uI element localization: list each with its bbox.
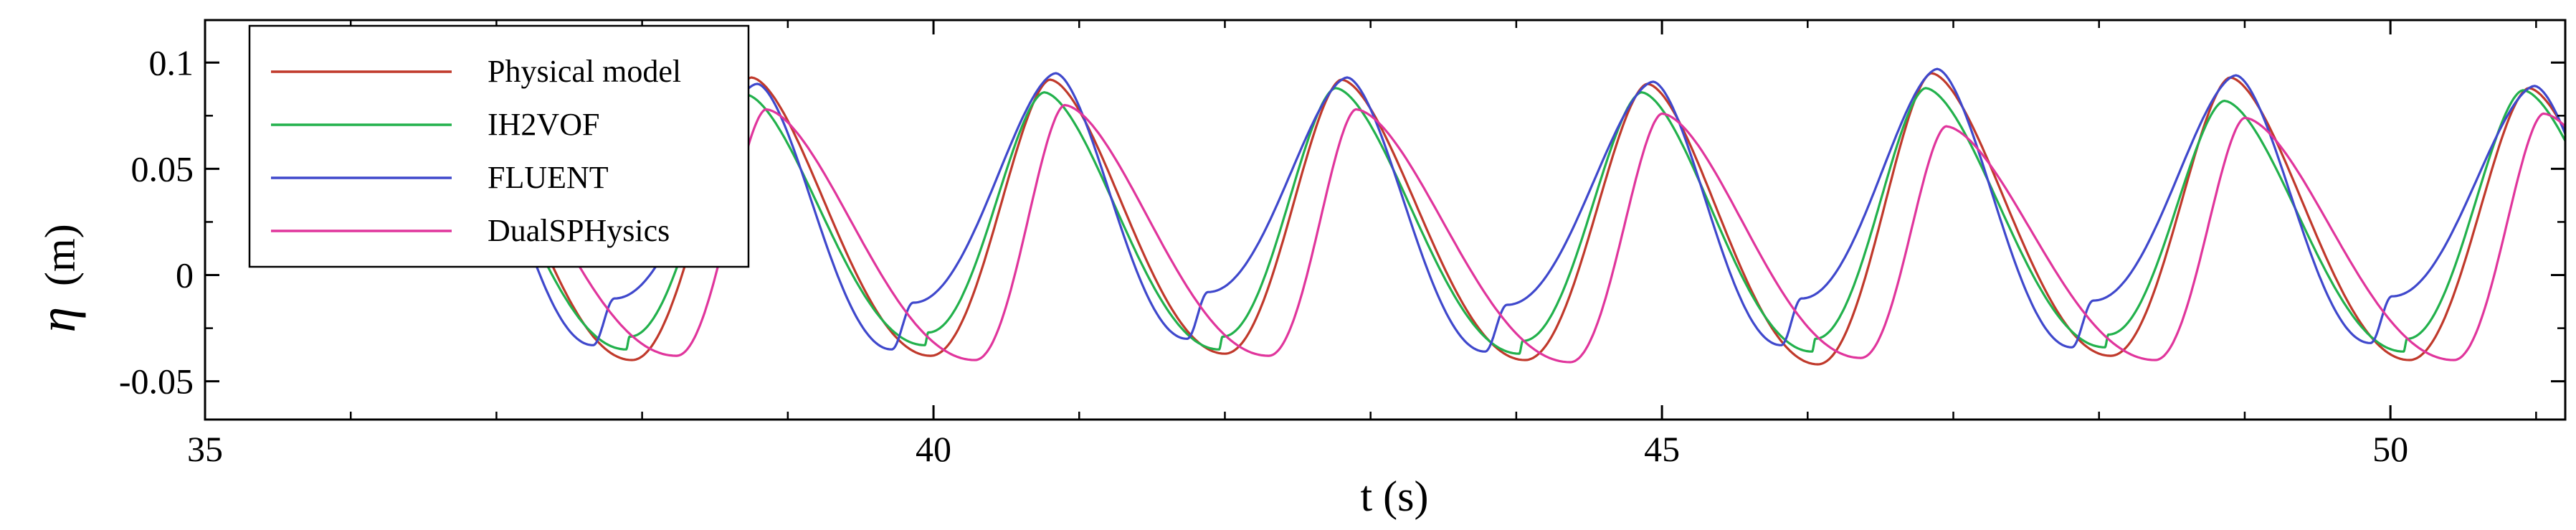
y-axis-label-unit: (m) xyxy=(37,224,84,286)
y-tick-label: 0.1 xyxy=(149,42,194,82)
x-tick-label: 40 xyxy=(916,429,951,469)
legend-entry: Physical model xyxy=(271,54,681,89)
legend: Physical model IH2VOF FLUENT DualSPHysics xyxy=(248,24,750,268)
legend-entry: DualSPHysics xyxy=(271,213,670,248)
ticks-layer xyxy=(204,20,2565,420)
plot-frame xyxy=(204,19,2567,421)
series-line-4 xyxy=(467,103,2565,364)
series-line-1 xyxy=(452,72,2565,366)
series-line-3 xyxy=(458,67,2565,353)
legend-label: Physical model xyxy=(488,54,681,89)
y-tick-label: 0 xyxy=(176,255,194,295)
x-tick-label: 35 xyxy=(187,429,223,469)
series-layer xyxy=(447,67,2565,366)
x-tick-label: 45 xyxy=(1644,429,1680,469)
legend-entry: IH2VOF xyxy=(271,107,599,142)
y-axis-label-symbol: η xyxy=(29,307,86,333)
series-line-2 xyxy=(447,87,2565,355)
legend-entry: FLUENT xyxy=(271,160,609,195)
svg-text:η (m): η (m) xyxy=(29,224,86,332)
legend-label: IH2VOF xyxy=(488,107,599,142)
legend-box xyxy=(248,24,750,268)
axes-layer xyxy=(204,19,2567,421)
legend-entries: Physical model IH2VOF FLUENT DualSPHysics xyxy=(271,54,681,248)
x-tick-label: 50 xyxy=(2372,429,2408,469)
legend-label: FLUENT xyxy=(488,160,609,195)
tick-labels-layer: 35 40 45 50 0.1 0.05 0 -0.05 xyxy=(119,42,2408,469)
y-tick-label: 0.05 xyxy=(131,148,194,189)
y-axis-label: η (m) xyxy=(29,224,86,332)
y-tick-label: -0.05 xyxy=(119,361,194,402)
x-axis-label: t (s) xyxy=(1361,473,1429,520)
legend-label: DualSPHysics xyxy=(488,213,670,248)
